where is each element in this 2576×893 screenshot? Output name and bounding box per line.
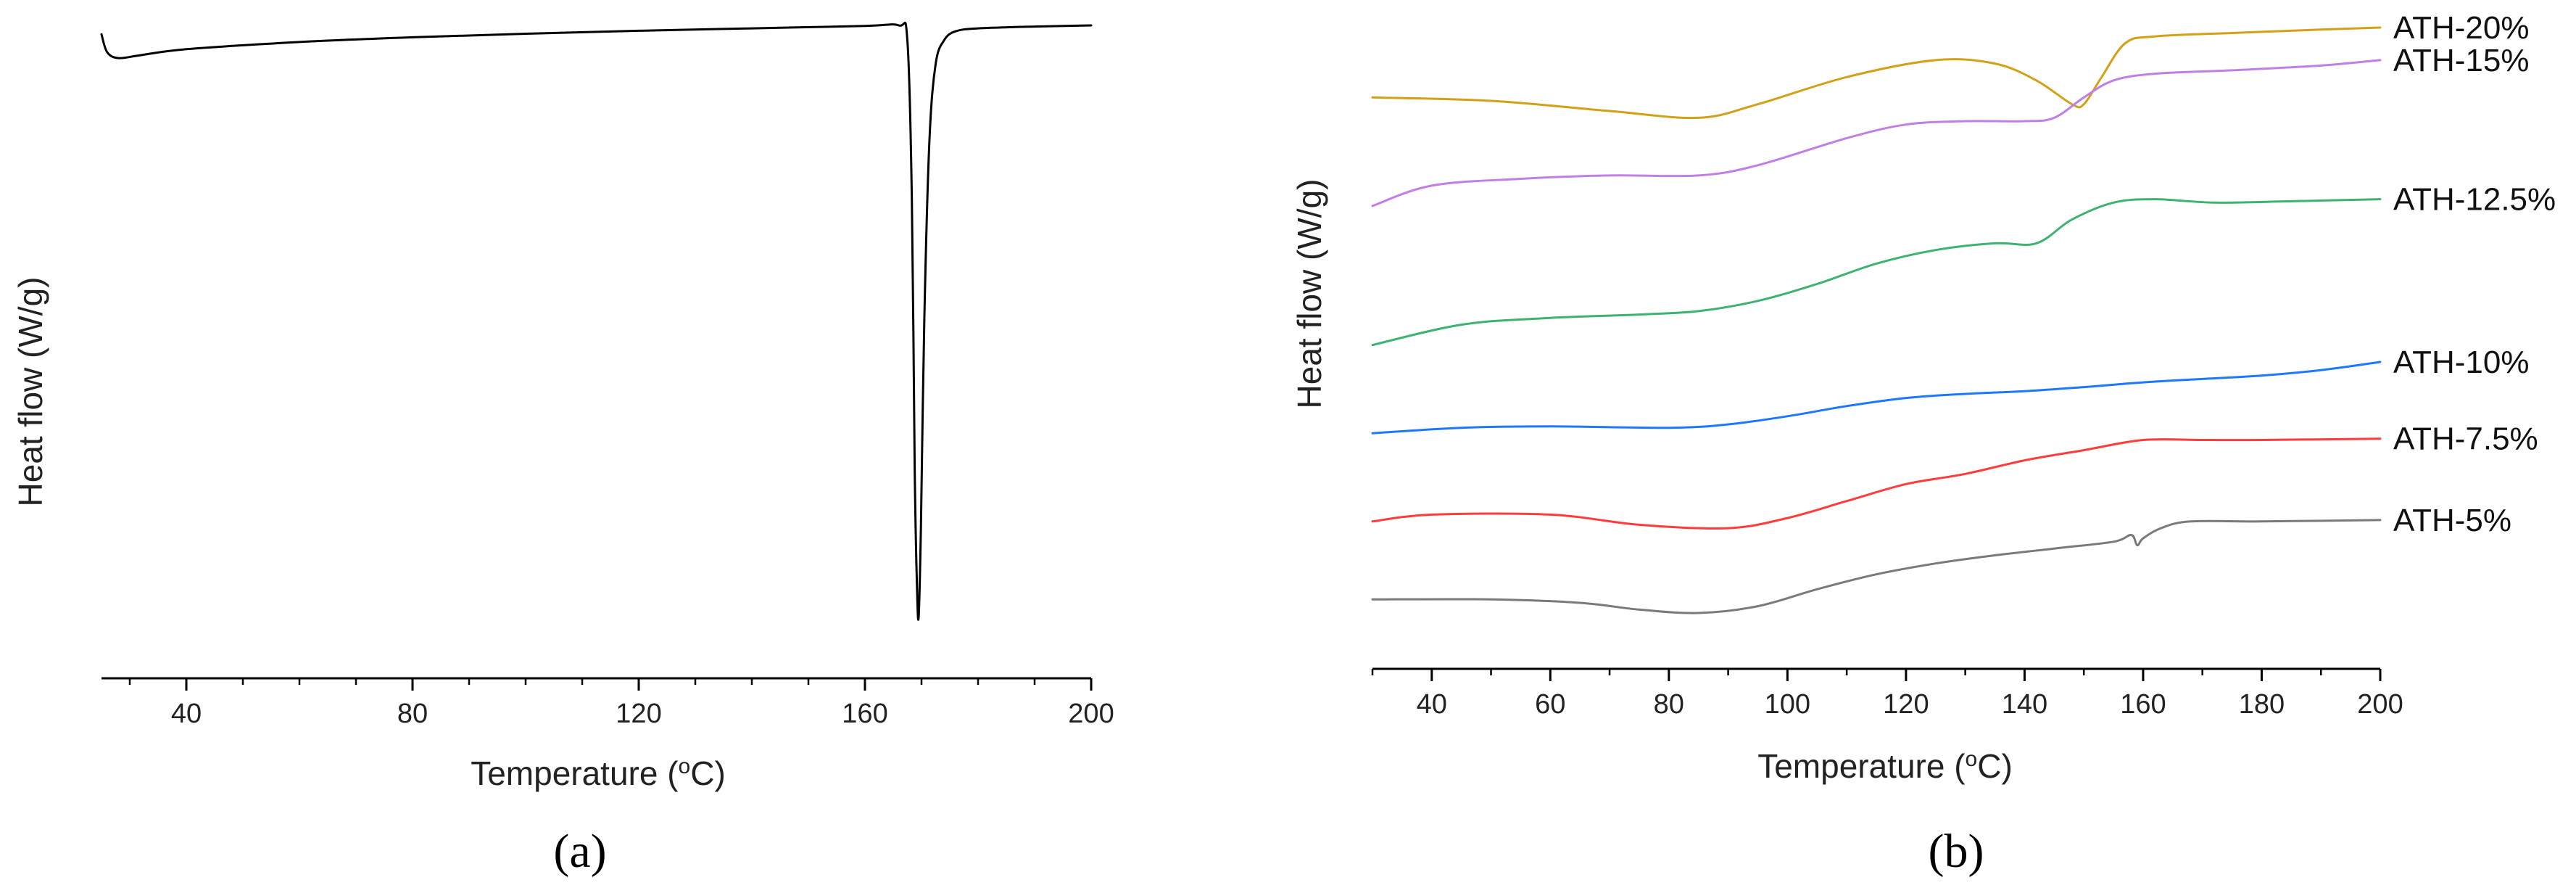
panel-a-y-axis-title: Heat flow (W/g) — [12, 277, 49, 507]
panel-b-plot-area: 40 60 80 100 120 140 160 180 200 ATH-20%ATH-15% AT… — [1371, 10, 2556, 720]
panel-b-x-tick-label: 140 — [2002, 689, 2047, 720]
panel-a-x-tick-label: 80 — [397, 699, 428, 729]
panel-b-x-axis-title: Temperature (oC) — [1757, 747, 2013, 785]
panel-b-series-label-ath-5: ATH-5% — [2393, 503, 2511, 538]
panel-b-series-line-ath-20 — [1371, 26, 2382, 120]
panel-b-x-tick-label: 180 — [2239, 689, 2285, 720]
panel-b-series-label-ath-7-5: ATH-7.5% — [2393, 421, 2538, 457]
panel-a-x-tick-label: 200 — [1068, 699, 1114, 729]
panel-b-x-tick-label: 60 — [1535, 689, 1565, 720]
panel-b-x-tick-label: 80 — [1654, 689, 1684, 720]
panel-a: Heat flow (W/g) 40 80 120 160 200 Temperatur… — [12, 21, 1114, 878]
panel-b-x-tick-label: 40 — [1417, 689, 1447, 720]
panel-b-series-line-ath-12-5 — [1371, 198, 2382, 347]
panel-a-caption: (a) — [553, 825, 606, 878]
panel-b-x-tick-label: 120 — [1883, 689, 1929, 720]
panel-b-series-label-ath-15: ATH-15% — [2393, 43, 2529, 78]
panel-a-x-tick-label: 120 — [616, 699, 661, 729]
panel-b-series-label-ath-12-5: ATH-12.5% — [2393, 182, 2556, 218]
panel-b-x-tick-label: 160 — [2120, 689, 2166, 720]
panel-b-series-line-ath-15 — [1371, 59, 2382, 207]
panel-a-x-axis-title: Temperature (oC) — [471, 754, 726, 792]
panel-b-caption: (b) — [1929, 825, 1984, 878]
panel-a-plot-area: 40 80 120 160 200 — [100, 21, 1114, 729]
panel-a-x-tick-label: 160 — [842, 699, 887, 729]
panel-b-series-label-ath-20: ATH-20% — [2393, 10, 2529, 46]
panel-b-x-tick-label: 200 — [2357, 689, 2403, 720]
panel-a-series-line-series-0 — [100, 21, 1093, 621]
panel-b-series-line-ath-10 — [1371, 361, 2382, 435]
panel-b-series-line-ath-7-5 — [1371, 437, 2382, 530]
panel-a-x-tick-label: 40 — [171, 699, 202, 729]
panel-b: Heat flow (W/g) 40 60 80 100 120 140 160 180 200… — [1291, 10, 2556, 878]
panel-b-x-tick-label: 100 — [1765, 689, 1810, 720]
panel-b-y-axis-title: Heat flow (W/g) — [1291, 179, 1328, 409]
panel-b-series-line-ath-5 — [1371, 519, 2382, 614]
panel-b-series-label-ath-10: ATH-10% — [2393, 345, 2529, 380]
